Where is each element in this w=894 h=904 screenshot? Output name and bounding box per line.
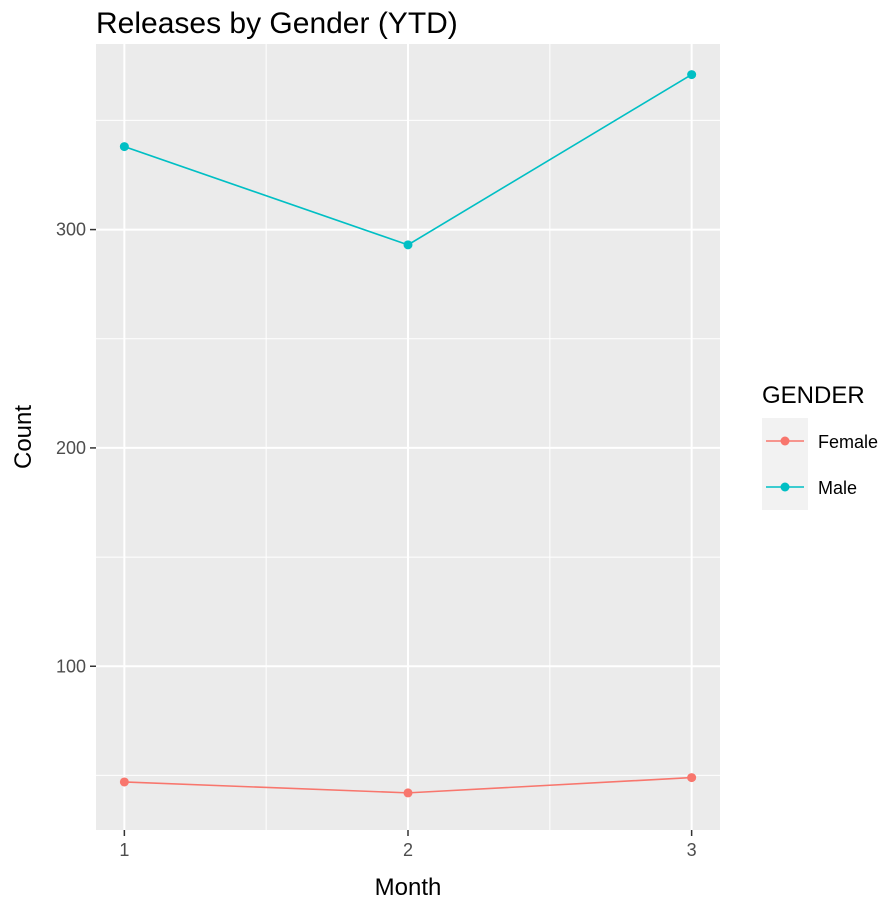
chart-title: Releases by Gender (YTD) (96, 7, 458, 40)
y-axis-title: Count (10, 405, 37, 469)
y-tick-label: 200 (56, 438, 86, 458)
series-layer (119, 70, 697, 798)
male-point (403, 240, 413, 250)
female-point (403, 788, 413, 798)
male-legend-label: Male (818, 478, 857, 498)
female-legend-point (780, 436, 790, 446)
x-tick-label: 3 (687, 840, 697, 860)
legend-title: GENDER (762, 382, 865, 409)
male-legend-point (780, 482, 790, 492)
male-point (687, 70, 697, 80)
tick-labels: 1 2 3 100 200 300 (56, 220, 697, 860)
female-point (687, 773, 697, 783)
female-point (119, 777, 129, 787)
major-gridlines (96, 44, 720, 830)
x-tick-label: 2 (403, 840, 413, 860)
x-axis-title: Month (375, 874, 442, 901)
female-legend-label: Female (818, 432, 878, 452)
y-tick-label: 300 (56, 220, 86, 240)
male-point (119, 142, 129, 152)
legend-items: Female Male (762, 418, 878, 510)
axis-ticks (90, 228, 693, 836)
legend: GENDER Female Male (762, 382, 878, 510)
y-tick-label: 100 (56, 656, 86, 676)
x-tick-label: 1 (119, 840, 129, 860)
